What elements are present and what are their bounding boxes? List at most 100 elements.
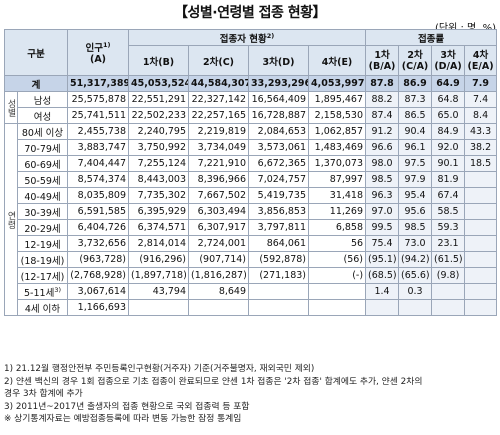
cell-r2: 87.3 xyxy=(398,91,433,108)
cell-d1: 2,240,795 xyxy=(128,123,190,140)
cell-d3: 864,061 xyxy=(248,235,310,252)
cell-r2: 86.5 xyxy=(398,107,433,124)
header-vaccinated-group: 접종자 현황2) xyxy=(128,29,367,46)
cell-d3: 2,084,653 xyxy=(248,123,310,140)
cell-d2: 22,327,142 xyxy=(188,91,250,108)
cell-d3: (271,183) xyxy=(248,267,310,284)
cell-r2: 96.1 xyxy=(398,139,433,156)
header-rate1: 1차 (B/A) xyxy=(365,45,400,76)
cell-r3: 81.9 xyxy=(431,171,466,188)
cell-r4 xyxy=(464,187,498,204)
footnote: 2) 얀센 백신의 경우 1회 접종으로 기초 접종이 완료되므로 얀센 1차 … xyxy=(4,376,423,387)
cell-d1: 45,053,524 xyxy=(128,75,190,92)
cell-r1: 91.2 xyxy=(365,123,400,140)
cell-d4: 1,483,469 xyxy=(308,139,367,156)
cell-r2: 0.3 xyxy=(398,283,433,300)
cell-d4: 11,269 xyxy=(308,203,367,220)
table-row: 성별 남성 25,575,878 22,551,291 22,327,142 16,564… xyxy=(4,91,498,124)
cell-d3: (592,878) xyxy=(248,251,310,268)
table-row: 4세 이하 1,166,693 xyxy=(5,299,498,316)
header-rate3: 3차 (D/A) xyxy=(431,45,466,76)
cell-pop: 3,883,747 xyxy=(67,139,130,156)
cell-r1: 96.3 xyxy=(365,187,400,204)
cell-d1: 22,551,291 xyxy=(128,91,190,108)
cell-d4: (56) xyxy=(308,251,367,268)
cell-pop: 51,317,389 xyxy=(67,75,130,92)
cell-d1: 6,395,929 xyxy=(128,203,190,220)
footnote: 경우 3차 합계에 추가 xyxy=(4,389,83,399)
vaccination-table: 구분 인구1) (A) 접종자 현황2) 접종률 1차(B) 2차(C) 3차(… xyxy=(3,29,498,316)
cell-d3 xyxy=(248,299,310,316)
cell-d4: 56 xyxy=(308,235,367,252)
cell-d4: (-) xyxy=(308,267,367,284)
cell-d1: 7,735,302 xyxy=(128,187,190,204)
table-row: 60-69세 7,404,447 7,255,124 7,221,910 6,672,3… xyxy=(5,155,498,172)
table-row: (12-17세) (2,768,928) (1,897,718) (1,816,287… xyxy=(5,267,498,284)
row-label: 계 xyxy=(3,75,69,92)
cell-d3 xyxy=(248,283,310,300)
header-dose1: 1차(B) xyxy=(128,45,190,76)
cell-d3: 3,797,811 xyxy=(248,219,310,236)
cell-pop: 1,166,693 xyxy=(67,299,130,316)
cell-d3: 3,573,061 xyxy=(248,139,310,156)
cell-d3: 33,293,296 xyxy=(248,75,310,92)
cell-d2: 7,667,502 xyxy=(188,187,250,204)
cell-r1: 88.2 xyxy=(365,91,400,108)
cell-d3: 5,419,735 xyxy=(248,187,310,204)
cell-d4: 1,370,073 xyxy=(308,155,367,172)
cell-r3: 58.5 xyxy=(431,203,466,220)
cell-r1: 98.5 xyxy=(365,171,400,188)
cell-pop: (2,768,928) xyxy=(67,267,130,284)
cell-r1: 87.4 xyxy=(365,107,400,124)
cell-pop: 2,455,738 xyxy=(67,123,130,140)
cell-r3: 65.0 xyxy=(431,107,466,124)
cell-d3: 7,024,757 xyxy=(248,171,310,188)
row-label: 남성 xyxy=(16,91,69,108)
cell-r4 xyxy=(464,203,498,220)
cell-pop: 6,404,726 xyxy=(67,219,130,236)
cell-r1: (68.5) xyxy=(365,267,400,284)
total-row: 계 51,317,389 45,053,524 44,584,307 33,293,29… xyxy=(3,75,498,92)
cell-d3: 6,672,365 xyxy=(248,155,310,172)
cell-d2: 2,219,819 xyxy=(188,123,250,140)
cell-r3: 64.9 xyxy=(431,75,466,92)
footnote: 3) 2011년~2017년 출생자의 접종 현황으로 국외 접종력 등 포함 xyxy=(4,401,250,412)
cell-d2: 22,257,165 xyxy=(188,107,250,124)
cell-r3: 67.4 xyxy=(431,187,466,204)
footnote: ※ 상기통계자료는 예방접종등록에 따라 변동 가능한 잠정 통계임 xyxy=(4,414,242,424)
row-label: 여성 xyxy=(16,107,69,124)
cell-r1: (95.1) xyxy=(365,251,400,268)
cell-d2: (1,816,287) xyxy=(188,267,250,284)
cell-r2: 97.5 xyxy=(398,155,433,172)
group-label-age: 연령 xyxy=(4,123,18,316)
cell-d1: 6,374,571 xyxy=(128,219,190,236)
cell-r3: 84.9 xyxy=(431,123,466,140)
cell-r1 xyxy=(365,299,400,316)
row-label: 12-19세 xyxy=(16,235,69,252)
cell-d1: 22,502,233 xyxy=(128,107,190,124)
row-label: 60-69세 xyxy=(16,155,69,172)
row-label: 30-39세 xyxy=(16,203,69,220)
cell-pop: 8,574,374 xyxy=(67,171,130,188)
cell-d2: 2,724,001 xyxy=(188,235,250,252)
cell-r3: 64.8 xyxy=(431,91,466,108)
row-label: 40-49세 xyxy=(16,187,69,204)
cell-d4: 31,418 xyxy=(308,187,367,204)
header-rate4: 4차 (E/A) xyxy=(464,45,498,76)
cell-r2: 73.0 xyxy=(398,235,433,252)
header-rate2: 2차 (C/A) xyxy=(398,45,433,76)
cell-d4: 2,158,530 xyxy=(308,107,367,124)
unit-label: (단위 : 명, %) xyxy=(435,23,496,34)
table-row: 12-19세 3,732,656 2,814,014 2,724,001 864,061… xyxy=(5,235,498,252)
row-label: 70-79세 xyxy=(16,139,69,156)
cell-r2: 90.4 xyxy=(398,123,433,140)
cell-r1: 97.0 xyxy=(365,203,400,220)
row-label: (12-17세) xyxy=(16,267,69,284)
header-dose4: 4차(E) xyxy=(308,45,367,76)
cell-r2: (94.2) xyxy=(398,251,433,268)
cell-r1: 75.4 xyxy=(365,235,400,252)
table-row: 70-79세 3,883,747 3,750,992 3,734,049 3,573,0… xyxy=(5,139,498,156)
cell-r4 xyxy=(464,235,498,252)
cell-r3: (61.5) xyxy=(431,251,466,268)
table-row: 5-11세3) 3,067,614 43,794 8,649 1.4 0.3 xyxy=(5,283,498,300)
